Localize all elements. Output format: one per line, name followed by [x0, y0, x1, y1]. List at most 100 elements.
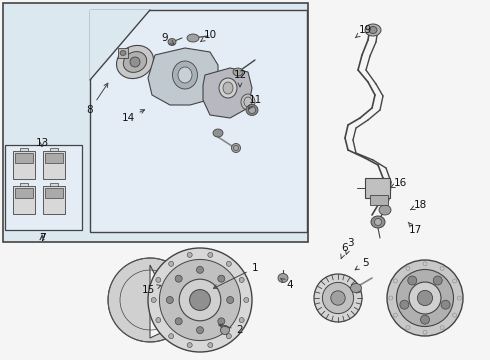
Bar — [15, 188, 33, 198]
Circle shape — [169, 334, 173, 339]
Circle shape — [179, 279, 221, 321]
Text: 18: 18 — [411, 200, 427, 210]
Text: 8: 8 — [87, 83, 108, 115]
Circle shape — [409, 282, 441, 314]
Text: 12: 12 — [233, 70, 246, 87]
Ellipse shape — [371, 216, 385, 228]
Polygon shape — [108, 258, 186, 342]
Circle shape — [417, 291, 433, 306]
Ellipse shape — [172, 61, 197, 89]
Polygon shape — [90, 10, 150, 80]
Text: 15: 15 — [142, 285, 161, 295]
Circle shape — [227, 297, 234, 303]
Ellipse shape — [219, 78, 237, 98]
Bar — [3, 3, 308, 242]
Text: 4: 4 — [281, 279, 294, 290]
Text: 9: 9 — [162, 33, 174, 44]
Ellipse shape — [379, 205, 391, 215]
Circle shape — [218, 275, 225, 282]
Ellipse shape — [178, 67, 192, 83]
Text: 3: 3 — [345, 238, 353, 255]
Text: 17: 17 — [408, 222, 421, 235]
Circle shape — [159, 260, 241, 341]
Circle shape — [408, 276, 417, 285]
Polygon shape — [203, 68, 252, 118]
Circle shape — [226, 334, 231, 339]
Circle shape — [239, 318, 244, 323]
Ellipse shape — [246, 104, 258, 116]
Bar — [90, 10, 307, 232]
Text: 16: 16 — [391, 178, 407, 188]
Text: 14: 14 — [122, 110, 145, 123]
Circle shape — [433, 276, 442, 285]
Text: 19: 19 — [355, 25, 371, 37]
Bar — [43, 186, 65, 214]
Bar — [50, 183, 58, 186]
Ellipse shape — [278, 274, 288, 283]
Text: 11: 11 — [248, 95, 262, 109]
Ellipse shape — [213, 129, 223, 137]
Circle shape — [169, 261, 173, 266]
Bar — [15, 153, 33, 163]
Circle shape — [151, 297, 156, 302]
Bar — [20, 183, 28, 186]
Circle shape — [420, 315, 430, 324]
Ellipse shape — [350, 284, 362, 292]
Ellipse shape — [365, 24, 381, 36]
Ellipse shape — [233, 68, 243, 76]
Ellipse shape — [220, 325, 229, 334]
Ellipse shape — [117, 45, 153, 78]
Circle shape — [387, 260, 463, 336]
Ellipse shape — [248, 107, 255, 113]
Ellipse shape — [130, 57, 140, 67]
Circle shape — [196, 327, 203, 334]
Circle shape — [400, 300, 409, 309]
Ellipse shape — [120, 50, 126, 55]
Bar — [43, 151, 65, 179]
Text: 13: 13 — [35, 138, 49, 148]
Text: 10: 10 — [200, 30, 217, 42]
Bar — [50, 148, 58, 151]
Circle shape — [196, 266, 203, 273]
Text: 6: 6 — [341, 243, 348, 258]
Ellipse shape — [369, 27, 377, 33]
Circle shape — [314, 274, 362, 322]
Bar — [118, 48, 128, 58]
Circle shape — [156, 278, 161, 282]
Circle shape — [208, 343, 213, 348]
Ellipse shape — [241, 94, 255, 110]
Circle shape — [187, 343, 192, 348]
Bar — [45, 153, 63, 163]
Text: 7: 7 — [39, 233, 45, 243]
Bar — [20, 148, 28, 151]
Text: 7: 7 — [39, 233, 45, 243]
Bar — [13, 186, 35, 214]
Circle shape — [244, 297, 249, 302]
Bar — [365, 178, 390, 198]
Circle shape — [331, 291, 345, 305]
Circle shape — [226, 261, 231, 266]
Circle shape — [166, 297, 173, 303]
Text: 1: 1 — [214, 263, 258, 288]
Bar — [45, 188, 63, 198]
Circle shape — [175, 275, 182, 282]
Ellipse shape — [123, 51, 147, 72]
Circle shape — [156, 318, 161, 323]
Circle shape — [322, 282, 354, 314]
Bar — [5, 145, 82, 230]
Circle shape — [218, 318, 225, 325]
Bar — [370, 195, 388, 205]
Ellipse shape — [168, 39, 176, 45]
Circle shape — [190, 289, 210, 310]
Circle shape — [187, 252, 192, 257]
Ellipse shape — [187, 34, 199, 42]
Bar — [13, 151, 35, 179]
Circle shape — [441, 300, 450, 309]
Ellipse shape — [231, 144, 241, 153]
Ellipse shape — [374, 219, 382, 225]
Text: 5: 5 — [355, 258, 368, 270]
Text: 2: 2 — [219, 324, 244, 335]
Circle shape — [148, 248, 252, 352]
Circle shape — [175, 318, 182, 325]
Polygon shape — [148, 48, 218, 105]
